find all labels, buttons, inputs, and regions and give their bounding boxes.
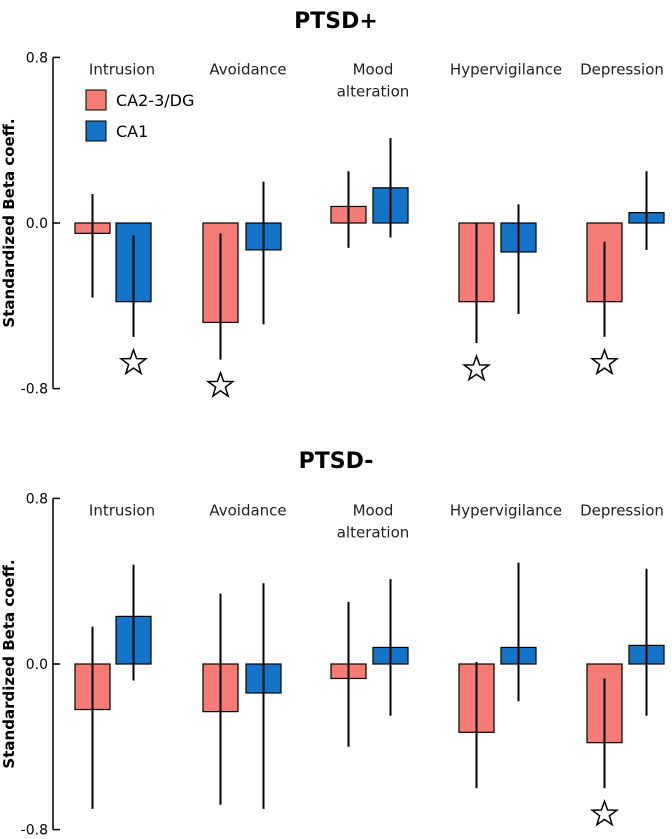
y-tick-label: -0.8 xyxy=(21,823,48,839)
y-tick-label: 0.0 xyxy=(26,657,48,673)
panel-ptsd-plus: PTSD+ 0.8 0.0 -0.8 Standardized Beta coeff. I… xyxy=(0,9,665,398)
chart-title: PTSD- xyxy=(299,449,374,474)
category-label-avoidance: Avoidance xyxy=(209,60,286,78)
legend: CA2-3/DG CA1 xyxy=(85,89,194,142)
legend-swatch-ca1 xyxy=(85,120,107,142)
y-tick-label: 0.8 xyxy=(26,50,48,66)
significance-star-ca23dg-avoidance xyxy=(205,370,236,398)
legend-label-ca23dg: CA2-3/DG xyxy=(116,91,194,110)
chart-title: PTSD+ xyxy=(294,9,378,34)
legend-swatch-ca23dg xyxy=(85,89,107,111)
category-label-hypervigilance: Hypervigilance xyxy=(450,60,562,78)
y-axis-label: Standardized Beta coeff. xyxy=(0,559,18,768)
y-tick-label: -0.8 xyxy=(21,382,48,398)
category-label-depression: Depression xyxy=(580,501,664,519)
category-label-mood-alteration: Mood xyxy=(353,60,394,78)
y-tick-label: 0.8 xyxy=(26,491,48,507)
category-label-intrusion: Intrusion xyxy=(89,60,155,78)
category-label-mood-alteration: alteration xyxy=(337,523,410,541)
y-tick-label: 0.0 xyxy=(26,216,48,232)
category-label-avoidance: Avoidance xyxy=(209,501,286,519)
category-label-mood-alteration: Mood xyxy=(353,501,394,519)
significance-star-ca1-intrusion xyxy=(118,347,149,376)
significance-star-ca23dg-depression xyxy=(589,347,620,376)
legend-label-ca1: CA1 xyxy=(116,122,148,141)
panel-ptsd-minus: PTSD- 0.8 0.0 -0.8 Standardized Beta coeff. I… xyxy=(0,449,665,839)
significance-star-ca23dg-depression xyxy=(589,798,620,827)
category-label-depression: Depression xyxy=(580,60,664,78)
y-axis-label: Standardized Beta coeff. xyxy=(0,118,18,327)
significance-star-ca23dg-hypervigilance xyxy=(461,353,492,382)
category-label-mood-alteration: alteration xyxy=(337,82,410,100)
category-label-hypervigilance: Hypervigilance xyxy=(450,501,562,519)
category-label-intrusion: Intrusion xyxy=(89,501,155,519)
